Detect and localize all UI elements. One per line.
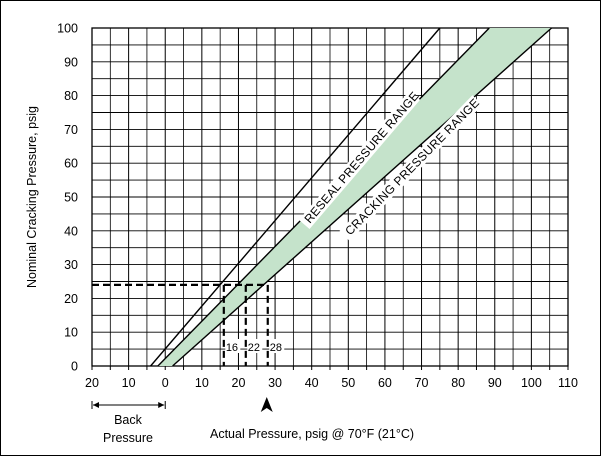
cracking-band-fill [157,28,552,366]
x-tick-label: 20 [232,376,246,390]
y-tick-label: 50 [64,191,78,205]
x-tick-label: 50 [341,376,355,390]
tick-labels: 20 10 0 10 20 30 40 50 60 70 80 90 100 11001020304050… [57,22,578,391]
y-tick-label: 90 [64,55,78,69]
x-axis-label: Actual Pressure, psig @ 70°F (21°C) [210,427,414,441]
cracking-range-label-bg [339,95,483,241]
example-lines: 16 22 28 [92,283,285,412]
axis-labels: Nominal Cracking Pressure, psig Actual P… [25,106,414,445]
back-pressure-arrow [91,401,166,409]
x-tick-label: 60 [378,376,392,390]
x-tick-label: 100 [521,376,542,390]
example-marker-label-28: 28 [270,342,282,354]
y-tick-label: 60 [64,157,78,171]
x-tick-label: 0 [162,376,169,390]
x-tick-label: 70 [415,376,429,390]
x-tick-label: 90 [488,376,502,390]
x-tick-label: 10 [122,376,136,390]
x-tick-label: 30 [268,376,282,390]
x-tick-label: 80 [451,376,465,390]
y-tick-label: 10 [64,326,78,340]
example-marker-bg-28 [269,339,285,353]
back-pressure-arrowhead-right [158,402,165,408]
example-marker-label-16: 16 [226,342,238,354]
back-pressure-arrowhead-left [93,402,99,408]
example-arrow-icon [260,397,273,412]
x-tick-label: 20 [85,376,99,390]
example-marker-label-22: 22 [248,342,260,354]
reseal-range-label-bg [298,90,421,230]
x-tick-label: 10 [195,376,209,390]
y-axis-label: Nominal Cracking Pressure, psig [25,106,39,288]
example-marker-bg-16 [225,339,241,353]
y-tick-label: 20 [64,292,78,306]
back-pressure-label-line1: Back [114,413,143,427]
y-tick-label: 30 [64,258,78,272]
series-line-1 [150,27,441,367]
example-marker-bg-22 [247,339,263,353]
cracking-band [157,28,552,366]
y-tick-label: 40 [64,224,78,238]
x-tick-label: 40 [305,376,319,390]
y-tick-label: 0 [71,360,78,374]
y-tick-label: 80 [64,89,78,103]
back-pressure-label-line2: Pressure [103,431,153,445]
x-tick-label: 110 [558,376,578,390]
y-tick-label: 100 [57,22,78,36]
y-tick-label: 70 [64,123,78,137]
series-line-3 [172,27,552,367]
